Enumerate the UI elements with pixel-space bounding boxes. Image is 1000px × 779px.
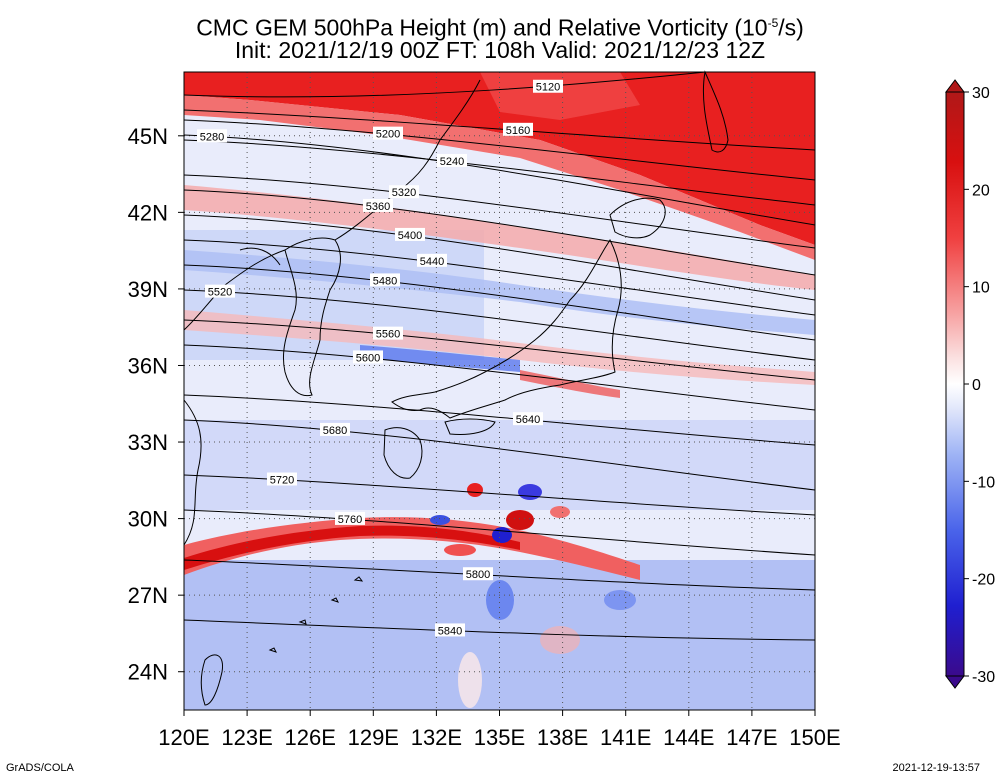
contour-label-bg	[503, 122, 533, 136]
contour-label: 5240	[440, 156, 464, 168]
contour-label: 5560	[376, 329, 400, 341]
height-contour	[184, 394, 815, 446]
height-contour	[184, 139, 815, 206]
colorbar-tick-label: -20	[972, 572, 995, 589]
contour-label-bg	[353, 350, 383, 364]
contour-label: 5640	[516, 414, 540, 426]
contour-label: 5800	[466, 569, 490, 581]
contour-label-bg	[463, 567, 493, 581]
height-contour	[184, 419, 815, 491]
lat-tick-label: 30N	[128, 507, 168, 532]
title-tail: /s)	[778, 14, 804, 41]
lat-tick-label: 33N	[128, 430, 168, 455]
contour-label-bg	[363, 198, 393, 212]
contour-label: 5200	[376, 129, 400, 141]
contour-label-bg	[197, 129, 227, 143]
contour-label: 5360	[366, 201, 390, 213]
lat-tick-label: 24N	[128, 660, 168, 685]
contour-label-bg	[373, 126, 403, 140]
colorbar-tick-label: 30	[972, 85, 990, 102]
lat-tick-label: 42N	[128, 200, 168, 225]
height-contour	[184, 344, 815, 411]
height-contour	[184, 509, 815, 556]
contour-label: 5400	[398, 230, 422, 242]
height-contour	[184, 189, 815, 276]
title-superscript: -5	[767, 16, 779, 30]
generation-timestamp: 2021-12-19-13:57	[892, 762, 980, 774]
contour-label-bg	[373, 326, 403, 340]
contour-label-bg	[205, 284, 235, 298]
contour-label-bg	[395, 227, 425, 241]
software-credit: GrADS/COLA	[6, 762, 74, 774]
title-text: CMC GEM 500hPa Height (m) and Relative V…	[196, 14, 768, 41]
lon-tick-label: 144E	[663, 725, 714, 750]
colorbar-tick-label: 20	[972, 182, 990, 199]
contour-label-bg	[370, 273, 400, 287]
contour-label-bg	[267, 472, 297, 486]
map-title-line2: Init: 2021/12/19 00Z FT: 108h Valid: 202…	[234, 37, 766, 63]
height-contours	[184, 72, 815, 641]
contour-label: 5320	[392, 187, 416, 199]
longitude-axis: 120E 123E 126E 129E 132E 135E 138E 141E 144E 147E…	[158, 710, 841, 750]
lat-tick-label: 27N	[128, 583, 168, 608]
colorbar-tick-label: -30	[972, 669, 995, 686]
height-contour	[184, 619, 815, 641]
contour-label: 5840	[438, 625, 462, 637]
colorbar-ticks: 30 20 10 0 -10 -20 -30	[964, 85, 995, 686]
contour-label: 5760	[338, 514, 362, 526]
height-contour	[184, 319, 815, 381]
lat-tick-label: 39N	[128, 277, 168, 302]
contour-label-bg	[435, 623, 465, 637]
map-title-line1: CMC GEM 500hPa Height (m) and Relative V…	[0, 10, 1000, 41]
contour-label: 5280	[200, 131, 224, 143]
contour-label-bg	[389, 185, 419, 199]
contour-label: 5160	[506, 125, 530, 137]
lon-tick-label: 126E	[285, 725, 336, 750]
latitude-axis: 45N 42N 39N 36N 33N 30N 27N 24N	[128, 124, 184, 685]
lat-tick-label: 45N	[128, 124, 168, 149]
contour-label: 5520	[208, 287, 232, 299]
lon-tick-label: 138E	[537, 725, 588, 750]
contour-label: 5600	[356, 352, 380, 364]
contour-label-bg	[320, 422, 350, 436]
height-contour	[184, 174, 815, 249]
height-contour	[184, 214, 815, 301]
lon-tick-label: 150E	[789, 725, 840, 750]
lon-tick-label: 123E	[221, 725, 272, 750]
lon-tick-label: 120E	[158, 725, 209, 750]
contour-label: 5720	[270, 475, 294, 487]
contour-label: 5480	[373, 275, 397, 287]
colorbar-tick-label: -10	[972, 474, 995, 491]
lon-tick-label: 129E	[348, 725, 399, 750]
contour-label-bg	[533, 79, 563, 93]
height-contour	[184, 72, 711, 98]
contour-label: 5680	[323, 425, 347, 437]
height-contour	[184, 239, 815, 316]
contour-label-bg	[335, 511, 365, 525]
height-contour	[184, 289, 815, 361]
colorbar-tick-label: 10	[972, 280, 990, 297]
graticule	[184, 72, 815, 710]
lon-tick-label: 132E	[411, 725, 462, 750]
height-contour	[184, 109, 815, 151]
contour-label: 5120	[536, 82, 560, 94]
contour-label-bg	[513, 412, 543, 426]
height-contour	[184, 134, 815, 226]
contour-label-bg	[417, 253, 447, 267]
colorbar-tick-label: 0	[972, 377, 981, 394]
colorbar: 30 20 10 0 -10 -20 -30	[945, 79, 995, 689]
lon-tick-label: 135E	[474, 725, 525, 750]
height-contour	[184, 119, 815, 181]
contour-label: 5440	[420, 256, 444, 268]
lon-tick-label: 147E	[726, 725, 777, 750]
contour-label-bg	[437, 153, 467, 167]
height-contour	[184, 264, 815, 341]
lat-tick-label: 36N	[128, 353, 168, 378]
lon-tick-label: 141E	[600, 725, 651, 750]
